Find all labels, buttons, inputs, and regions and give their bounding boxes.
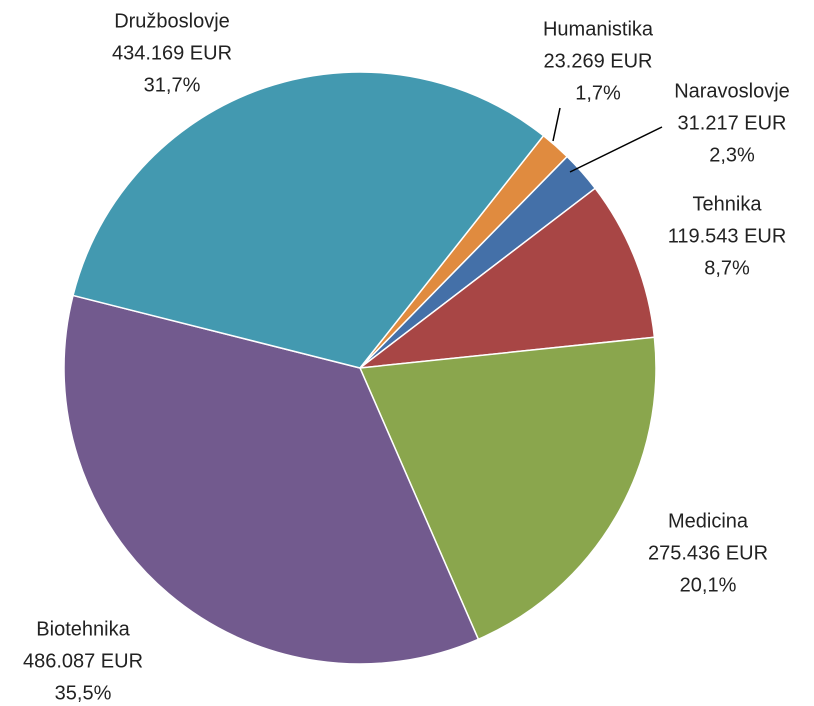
leader-line xyxy=(552,107,561,142)
value-label: 486.087 EUR xyxy=(23,650,143,672)
percent-label: 35,5% xyxy=(55,682,112,704)
leader-line xyxy=(569,126,663,173)
pie-slice xyxy=(357,187,656,370)
slice-name: Tehnika xyxy=(693,193,763,215)
value-label: 31.217 EUR xyxy=(678,112,787,134)
pie-slice xyxy=(358,336,657,641)
slice-name: Humanistika xyxy=(543,18,654,40)
value-label: 434.169 EUR xyxy=(112,42,232,64)
percent-label: 20,1% xyxy=(680,574,737,596)
slices xyxy=(63,71,657,665)
percent-label: 8,7% xyxy=(704,257,750,279)
pie-slice xyxy=(72,71,545,369)
value-label: 119.543 EUR xyxy=(668,225,787,247)
slice-name: Družboslovje xyxy=(114,10,230,32)
percent-label: 2,3% xyxy=(709,144,755,166)
slice-name: Biotehnika xyxy=(36,618,130,640)
value-label: 23.269 EUR xyxy=(544,50,653,72)
slice-name: Medicina xyxy=(668,510,749,532)
percent-label: 31,7% xyxy=(144,74,201,96)
value-label: 275.436 EUR xyxy=(648,542,768,564)
percent-label: 1,7% xyxy=(575,82,621,104)
slice-name: Naravoslovje xyxy=(674,80,790,102)
pie-slice xyxy=(63,294,480,665)
